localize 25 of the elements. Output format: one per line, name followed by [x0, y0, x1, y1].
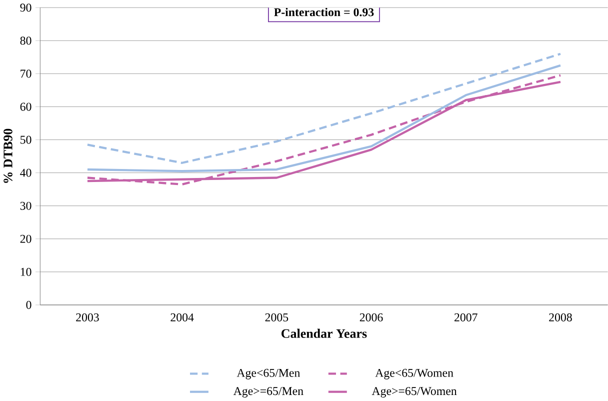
x-tick-label: 2008: [549, 313, 572, 322]
y-axis-title: % DTB90: [4, 128, 12, 183]
y-tick-label: 70: [20, 70, 32, 78]
x-tick-label: 2005: [265, 313, 288, 322]
y-tick-label: 90: [20, 4, 32, 12]
annotation: P-interaction = 0.93: [274, 8, 374, 16]
y-tick-label: 50: [20, 136, 32, 144]
y-tick-label: 30: [20, 202, 32, 210]
y-tick-label: 80: [20, 36, 32, 45]
line-series: [86, 52, 562, 164]
x-tick-label: 2006: [360, 313, 383, 322]
legend-label: Age<65/Men: [236, 368, 300, 380]
y-tick-label: 10: [20, 268, 32, 276]
x-tick-label: 2004: [170, 313, 194, 322]
y-tick-label: 20: [20, 234, 32, 243]
legend-label: Age<65/Women: [375, 368, 454, 380]
legend-label: Age>=65/Women: [372, 387, 457, 398]
legend-label: Age>=65/Men: [233, 387, 304, 398]
line-series: [86, 64, 562, 172]
x-tick-label: 2003: [76, 313, 99, 322]
y-tick-label: 60: [20, 102, 32, 111]
y-tick-label: 40: [20, 168, 32, 177]
x-tick-label: 2007: [454, 313, 478, 322]
y-tick-label: 0: [26, 300, 32, 309]
x-axis-title: Calendar Years: [282, 328, 367, 338]
